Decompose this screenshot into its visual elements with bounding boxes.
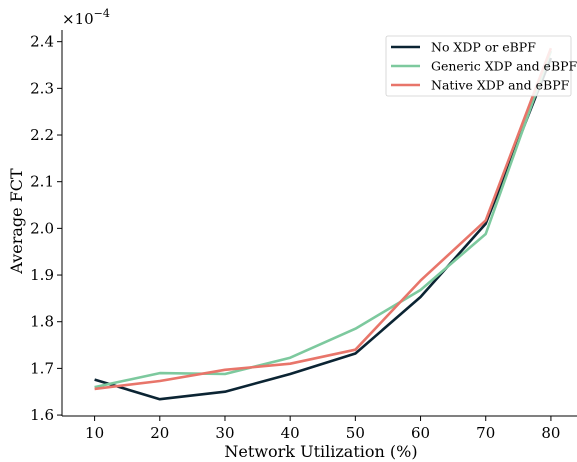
series-line-3: [94, 47, 553, 391]
legend: No XDP or eBPF Generic XDP and eBPF Native…: [385, 35, 577, 97]
y-tick-label: 2.4: [30, 33, 54, 51]
x-tick-label: 70: [476, 424, 495, 442]
y-tick-label: 1.9: [30, 266, 54, 284]
ticks-layer: 10 20 30 40 50 60 70 80 1.6 1.7 1.8 1.9 2.0 2.1 2.2 2.3…: [30, 33, 560, 442]
legend-label-2: Generic XDP and eBPF: [431, 59, 577, 74]
x-tick-label: 40: [281, 424, 300, 442]
y-multiplier-exponent: −4: [94, 7, 110, 20]
y-tick-label: 2.0: [30, 219, 54, 237]
x-tick-label: 20: [150, 424, 169, 442]
y-tick-label: 2.1: [30, 173, 54, 191]
legend-items: No XDP or eBPF Generic XDP and eBPF Native…: [391, 40, 577, 93]
x-tick-label: 10: [85, 424, 104, 442]
y-tick-label: 1.8: [30, 313, 54, 331]
y-multiplier-label: ×10−4: [62, 7, 110, 28]
x-tick-label: 30: [215, 424, 234, 442]
x-tick-label: 50: [346, 424, 365, 442]
x-tick-label: 80: [541, 424, 560, 442]
series-layer: [94, 47, 553, 401]
legend-label-3: Native XDP and eBPF: [431, 78, 570, 93]
y-multiplier-base: ×10: [62, 10, 94, 28]
legend-box: [385, 35, 572, 97]
legend-label-1: No XDP or eBPF: [431, 40, 536, 55]
series-line-2: [94, 50, 553, 389]
y-tick-label: 2.2: [30, 126, 54, 144]
y-axis-title: Average FCT: [7, 168, 26, 275]
x-axis-title: Network Utilization (%): [224, 442, 417, 461]
series-line-1: [94, 57, 553, 401]
y-tick-label: 1.6: [30, 406, 54, 424]
x-tick-label: 60: [411, 424, 430, 442]
y-tick-label: 2.3: [30, 79, 54, 97]
y-tick-label: 1.7: [30, 359, 54, 377]
